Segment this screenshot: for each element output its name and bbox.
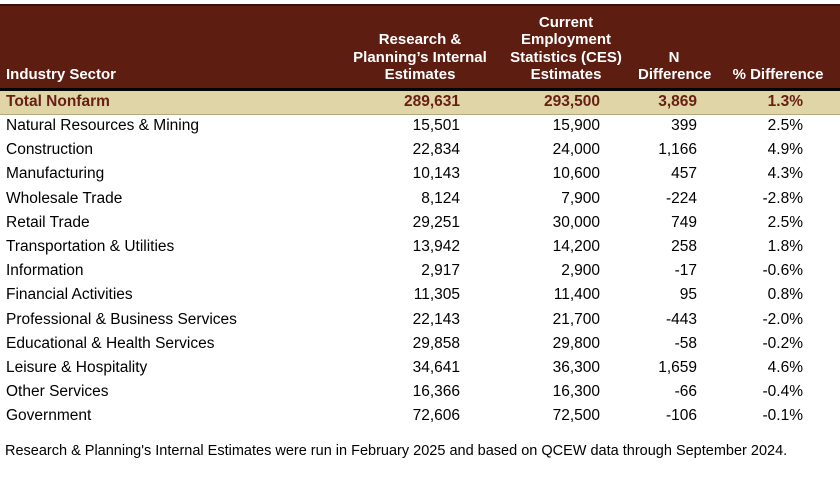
ces-estimate-cell: 10,600: [552, 165, 600, 183]
rp-estimate-cell: 15,501: [412, 117, 460, 135]
pct-difference-cell: -0.2%: [762, 334, 804, 352]
rp-estimate-cell: 29,858: [412, 334, 460, 352]
table-row: Natural Resources & Mining 15,501 15,900…: [0, 114, 840, 138]
n-difference-cell: 457: [671, 165, 697, 183]
ces-estimate-cell: 29,800: [552, 334, 600, 352]
table-header: Industry Sector Research & Planning’s In…: [0, 4, 840, 91]
sector-cell: Transportation & Utilities: [6, 238, 175, 256]
pct-difference-cell: 0.8%: [767, 286, 803, 304]
ces-estimate-cell: 293,500: [500, 89, 632, 115]
ces-estimate-cell: 15,900: [552, 117, 600, 135]
n-difference-cell: 95: [679, 286, 697, 304]
pct-difference-cell: -0.6%: [762, 262, 804, 280]
pct-difference-cell: -0.1%: [762, 407, 804, 425]
col-header-industry-sector: Industry Sector: [0, 4, 340, 91]
table-row-total-nonfarm: Total Nonfarm 289,631 293,500 3,869 1.3%: [0, 89, 840, 115]
ces-estimate-cell: 16,300: [552, 383, 600, 401]
rp-estimate-cell: 16,366: [412, 383, 460, 401]
rp-estimate-cell: 72,606: [412, 407, 460, 425]
table-row: Wholesale Trade 8,124 7,900 -224 -2.8%: [0, 187, 840, 211]
ces-estimate-cell: 24,000: [552, 141, 600, 159]
ces-estimate-cell: 11,400: [553, 286, 600, 304]
n-difference-cell: 3,869: [632, 89, 716, 115]
n-difference-cell: 258: [671, 238, 697, 256]
rp-estimate-cell: 11,305: [413, 286, 460, 304]
n-difference-cell: 399: [671, 117, 697, 135]
ces-estimate-cell: 14,200: [552, 238, 600, 256]
rp-estimate-cell: 22,834: [412, 141, 460, 159]
table-row: Information 2,917 2,900 -17 -0.6%: [0, 259, 840, 283]
rp-estimate-cell: 13,942: [412, 238, 460, 256]
table-row: Educational & Health Services 29,858 29,…: [0, 332, 840, 356]
header-row: Industry Sector Research & Planning’s In…: [0, 4, 840, 91]
n-difference-cell: 1,166: [658, 141, 697, 159]
rp-estimate-cell: 34,641: [412, 358, 460, 376]
table-row: Leisure & Hospitality 34,641 36,300 1,65…: [0, 356, 840, 380]
ces-estimate-cell: 7,900: [561, 189, 600, 207]
sector-cell: Educational & Health Services: [6, 334, 215, 352]
rp-estimate-cell: 289,631: [340, 89, 500, 115]
pct-difference-cell: 4.6%: [767, 358, 803, 376]
n-difference-cell: -443: [665, 310, 697, 328]
sector-cell: Professional & Business Services: [6, 310, 237, 328]
col-header-pct-difference: % Difference: [716, 4, 840, 91]
table-row: Construction 22,834 24,000 1,166 4.9%: [0, 138, 840, 162]
col-header-ces-estimates: Current Employment Statistics (CES) Esti…: [500, 4, 632, 91]
n-difference-cell: -58: [674, 334, 697, 352]
pct-difference-cell: -0.4%: [762, 383, 804, 401]
table-row: Other Services 16,366 16,300 -66 -0.4%: [0, 380, 840, 404]
sector-cell: Natural Resources & Mining: [6, 117, 199, 135]
n-difference-cell: -224: [665, 189, 697, 207]
n-difference-cell: -106: [665, 407, 697, 425]
rp-estimate-cell: 8,124: [421, 189, 460, 207]
table-body: Total Nonfarm 289,631 293,500 3,869 1.3%…: [0, 89, 840, 428]
rp-estimate-cell: 22,143: [412, 310, 460, 328]
footnote: Research & Planning's Internal Estimates…: [5, 443, 788, 460]
sector-cell: Government: [6, 407, 92, 425]
pct-difference-cell: 4.3%: [767, 165, 803, 183]
ces-estimate-cell: 72,500: [552, 407, 600, 425]
n-difference-cell: -66: [674, 383, 697, 401]
table-row: Government 72,606 72,500 -106 -0.1%: [0, 404, 840, 428]
rp-estimate-cell: 29,251: [412, 213, 460, 231]
ces-estimate-cell: 30,000: [552, 213, 600, 231]
pct-difference-cell: 4.9%: [767, 141, 803, 159]
ces-estimate-cell: 21,700: [552, 310, 600, 328]
ces-estimate-cell: 2,900: [561, 262, 600, 280]
sector-cell: Total Nonfarm: [0, 89, 340, 115]
rp-estimate-cell: 2,917: [421, 262, 460, 280]
table-row: Professional & Business Services 22,143 …: [0, 308, 840, 332]
sector-cell: Wholesale Trade: [6, 189, 123, 207]
sector-cell: Financial Activities: [6, 286, 133, 304]
pct-difference-cell: 1.3%: [716, 89, 840, 115]
n-difference-cell: 749: [671, 213, 697, 231]
table-row: Retail Trade 29,251 30,000 749 2.5%: [0, 211, 840, 235]
employment-estimates-table: Industry Sector Research & Planning’s In…: [0, 4, 840, 428]
col-header-n-difference: N Difference: [632, 4, 716, 91]
col-header-rp-internal-estimates: Research & Planning’s Internal Estimates: [340, 4, 500, 91]
pct-difference-cell: 2.5%: [767, 117, 803, 135]
n-difference-cell: 1,659: [658, 358, 697, 376]
sector-cell: Manufacturing: [6, 165, 105, 183]
table-row: Manufacturing 10,143 10,600 457 4.3%: [0, 162, 840, 186]
ces-estimate-cell: 36,300: [552, 358, 600, 376]
n-difference-cell: -17: [674, 262, 697, 280]
sector-cell: Leisure & Hospitality: [6, 358, 148, 376]
pct-difference-cell: -2.0%: [762, 310, 804, 328]
pct-difference-cell: 1.8%: [767, 238, 803, 256]
sector-cell: Other Services: [6, 383, 109, 401]
pct-difference-cell: 2.5%: [767, 213, 803, 231]
sector-cell: Information: [6, 262, 84, 280]
sector-cell: Retail Trade: [6, 213, 90, 231]
rp-estimate-cell: 10,143: [412, 165, 460, 183]
sector-cell: Construction: [6, 141, 94, 159]
pct-difference-cell: -2.8%: [762, 189, 804, 207]
table-row: Transportation & Utilities 13,942 14,200…: [0, 235, 840, 259]
table-row: Financial Activities 11,305 11,400 95 0.…: [0, 283, 840, 307]
